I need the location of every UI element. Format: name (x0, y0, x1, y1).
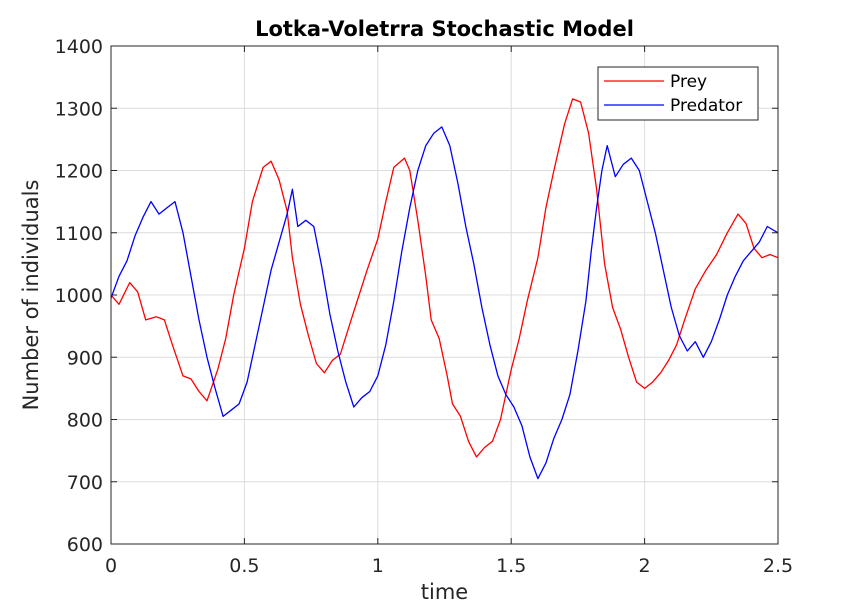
y-tick-label: 1300 (55, 98, 103, 120)
x-tick-label: 2.5 (763, 555, 793, 577)
series-layer (110, 98, 779, 480)
x-axis-label: time (421, 580, 468, 604)
prey-series-line (110, 98, 779, 458)
chart-title: Lotka-Voletrra Stochastic Model (255, 17, 634, 41)
x-tick-label: 0.5 (229, 555, 259, 577)
legend: Prey Predator (597, 66, 759, 121)
y-tick-label: 900 (67, 347, 103, 369)
x-tick-label: 1 (372, 555, 384, 577)
ticks: 0 0.5 1 1.5 2 2.5 600 700 800 900 1000 1100 1200 1300… (55, 36, 793, 577)
y-tick-label: 600 (67, 534, 103, 556)
legend-label-prey: Prey (670, 72, 707, 92)
legend-label-predator: Predator (670, 96, 742, 116)
y-tick-label: 1200 (55, 161, 103, 183)
y-tick-label: 800 (67, 410, 103, 432)
y-tick-label: 1400 (55, 36, 103, 58)
predator-series-line (110, 126, 779, 480)
x-tick-label: 0 (105, 555, 117, 577)
legend-box (597, 66, 759, 121)
y-axis-label: Number of individuals (19, 180, 43, 411)
y-tick-label: 700 (67, 472, 103, 494)
x-tick-label: 2 (639, 555, 651, 577)
y-tick-label: 1000 (55, 285, 103, 307)
x-tick-label: 1.5 (496, 555, 526, 577)
y-tick-label: 1100 (55, 223, 103, 245)
